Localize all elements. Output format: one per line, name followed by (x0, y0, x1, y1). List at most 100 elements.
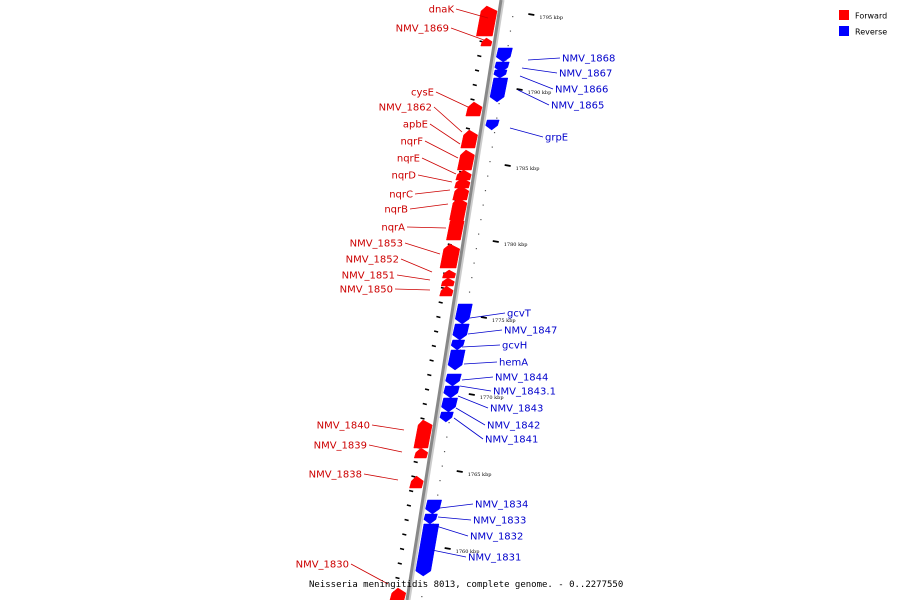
forward-gene (413, 447, 429, 459)
reverse-leader-line (461, 376, 494, 381)
minor-tick (438, 301, 443, 304)
forward-gene (439, 285, 454, 297)
reverse-gene (489, 77, 509, 103)
forward-gene-label: NMV_1869 (396, 24, 449, 35)
forward-gene-label: nqrB (384, 205, 408, 216)
reverse-leader-line (437, 516, 472, 521)
major-tick (468, 393, 475, 396)
forward-gene-label: NMV_1839 (314, 441, 367, 452)
forward-gene (454, 177, 471, 189)
forward-leader-line (404, 242, 441, 255)
kbp-tick-label: 1770 kbp (480, 395, 504, 401)
minor-dot (448, 422, 450, 424)
major-tick (480, 316, 488, 319)
reverse-leader-line (435, 525, 469, 537)
reverse-gene (450, 339, 466, 351)
forward-leader-line (363, 473, 399, 481)
minor-tick (424, 388, 430, 391)
minor-tick (422, 402, 427, 406)
legend: Forward Reverse (839, 10, 887, 37)
forward-gene (460, 129, 478, 149)
reverse-gene-label: NMV_1865 (551, 101, 604, 112)
reverse-leader-line (469, 312, 506, 319)
reverse-leader-line (509, 127, 544, 138)
minor-dot (482, 204, 484, 206)
reverse-gene (423, 513, 438, 525)
kbp-tick-label: 1760 kbp (456, 549, 480, 555)
minor-tick (404, 518, 409, 522)
minor-dot (439, 480, 441, 482)
kbp-tick-label: 1765 kbp (468, 472, 492, 478)
minor-tick (431, 344, 437, 348)
forward-gene (455, 169, 472, 181)
forward-leader-line (450, 27, 485, 41)
forward-gene (446, 215, 465, 241)
reverse-gene-label: hemA (499, 358, 528, 369)
minor-dot (468, 291, 471, 293)
reverse-leader-line (517, 89, 550, 106)
forward-gene-label: NMV_1851 (342, 271, 395, 282)
minor-dot (484, 190, 487, 192)
reverse-gene-label: NMV_1841 (485, 435, 538, 446)
minor-dot (489, 161, 491, 163)
forward-gene (476, 5, 498, 37)
genes (389, 5, 513, 600)
minor-dot (507, 45, 509, 47)
forward-leader-line (429, 123, 461, 145)
forward-leader-line (433, 106, 463, 133)
reverse-leader-line (527, 57, 561, 61)
legend-reverse-swatch (839, 26, 849, 36)
legend-reverse-label: Reverse (855, 28, 887, 37)
forward-leader-line (368, 444, 403, 453)
reverse-leader-line (457, 395, 489, 409)
minor-dot (475, 248, 477, 250)
reverse-gene-label: grpE (545, 133, 568, 144)
reverse-gene (485, 119, 500, 131)
reverse-leader-line (521, 67, 558, 74)
major-tick (504, 164, 511, 167)
reverse-leader-line (463, 361, 498, 365)
forward-leader-line (417, 174, 453, 183)
minor-tick (406, 504, 412, 507)
major-tick (492, 240, 499, 243)
kbp-tick-label: 1790 kbp (528, 90, 552, 96)
legend-forward-label: Forward (855, 12, 887, 21)
major-tick (528, 13, 535, 16)
reverse-gene (425, 499, 442, 515)
minor-tick (420, 417, 425, 420)
leader-lines (350, 8, 561, 585)
kbp-tick-label: 1785 kbp (516, 166, 540, 172)
reverse-leader-line (439, 503, 474, 509)
forward-leader-line (421, 157, 457, 175)
forward-leader-line (414, 189, 451, 195)
minor-tick (433, 330, 439, 333)
major-tick (444, 547, 451, 550)
minor-tick (470, 98, 475, 101)
minor-tick (472, 83, 477, 87)
minor-dot (491, 146, 493, 148)
forward-leader-line (394, 288, 431, 291)
minor-dot (498, 103, 500, 105)
minor-dot (487, 175, 489, 177)
reverse-gene (493, 69, 508, 79)
reverse-gene-label: NMV_1867 (559, 69, 612, 80)
minor-dot (441, 465, 443, 467)
reverse-leader-line (455, 407, 486, 426)
forward-gene (452, 185, 470, 201)
forward-gene-label: nqrD (392, 171, 417, 182)
forward-gene-label: NMV_1853 (350, 239, 403, 250)
backbone-shadow-line (407, 0, 505, 600)
forward-leader-line (400, 258, 433, 273)
minor-dot (437, 494, 439, 496)
backbone (405, 0, 503, 600)
forward-leader-line (396, 274, 431, 281)
forward-gene-label: nqrC (389, 190, 413, 201)
backbone-line (405, 0, 503, 600)
forward-leader-line (435, 91, 469, 108)
reverse-gene-label: NMV_1847 (504, 326, 557, 337)
reverse-gene-label: NMV_1868 (562, 54, 615, 65)
forward-gene (389, 587, 407, 600)
forward-gene-label: NMV_1830 (296, 560, 349, 571)
forward-gene-label: apbE (403, 120, 428, 131)
forward-gene (480, 37, 493, 47)
